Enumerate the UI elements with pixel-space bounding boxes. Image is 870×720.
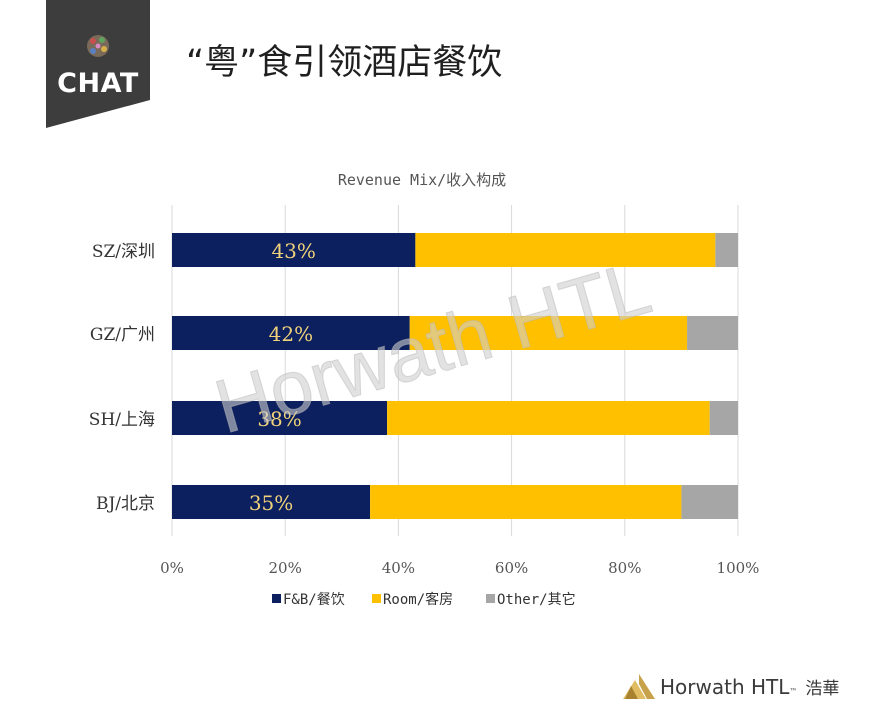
- x-tick-label: 0%: [160, 559, 184, 577]
- legend-swatch: [272, 594, 281, 603]
- legend-swatch: [486, 594, 495, 603]
- legend-label: F&B/餐饮: [283, 592, 345, 608]
- bar-segment: [172, 485, 371, 519]
- category-label: SH/上海: [89, 410, 155, 430]
- page-title: “粤”食引领酒店餐饮: [186, 43, 503, 83]
- footer-brand: Horwath HTL™ 浩華: [660, 674, 839, 699]
- x-tick-label: 20%: [269, 559, 302, 577]
- footer-brand-name: Horwath HTL: [660, 675, 790, 699]
- data-label: 43%: [271, 239, 315, 263]
- bar-segment: [172, 316, 410, 350]
- bar-segment: [687, 316, 738, 350]
- x-tick-label: 40%: [382, 559, 415, 577]
- bar-segment: [387, 401, 710, 435]
- bar-segment: [172, 233, 416, 267]
- bar-segment: [709, 401, 738, 435]
- data-label: 42%: [269, 322, 313, 346]
- data-label: 35%: [249, 491, 293, 515]
- chat-badge-label: CHAT: [57, 68, 139, 99]
- bar-segment: [370, 485, 682, 519]
- horwath-logo-icon: [623, 674, 655, 699]
- footer-trademark: ™: [789, 687, 798, 696]
- data-label: 38%: [257, 407, 301, 431]
- bar-segment: [681, 485, 738, 519]
- footer-brand-cn: 浩華: [805, 679, 840, 699]
- x-tick-label: 80%: [608, 559, 641, 577]
- category-label: SZ/深圳: [92, 242, 155, 262]
- chat-badge: [46, 0, 150, 128]
- legend-swatch: [372, 594, 381, 603]
- x-tick-label: 100%: [717, 559, 760, 577]
- category-label: BJ/北京: [96, 494, 155, 514]
- legend-label: Other/其它: [497, 591, 576, 608]
- mosaic-logo-icon: [87, 35, 109, 57]
- legend-label: Room/客房: [383, 591, 453, 608]
- bar-segment: [172, 401, 388, 435]
- category-label: GZ/广州: [90, 325, 155, 345]
- bar-segment: [409, 316, 688, 350]
- chart-title: Revenue Mix/收入构成: [338, 171, 506, 189]
- x-tick-label: 60%: [495, 559, 528, 577]
- bar-segment: [715, 233, 738, 267]
- bar-segment: [415, 233, 716, 267]
